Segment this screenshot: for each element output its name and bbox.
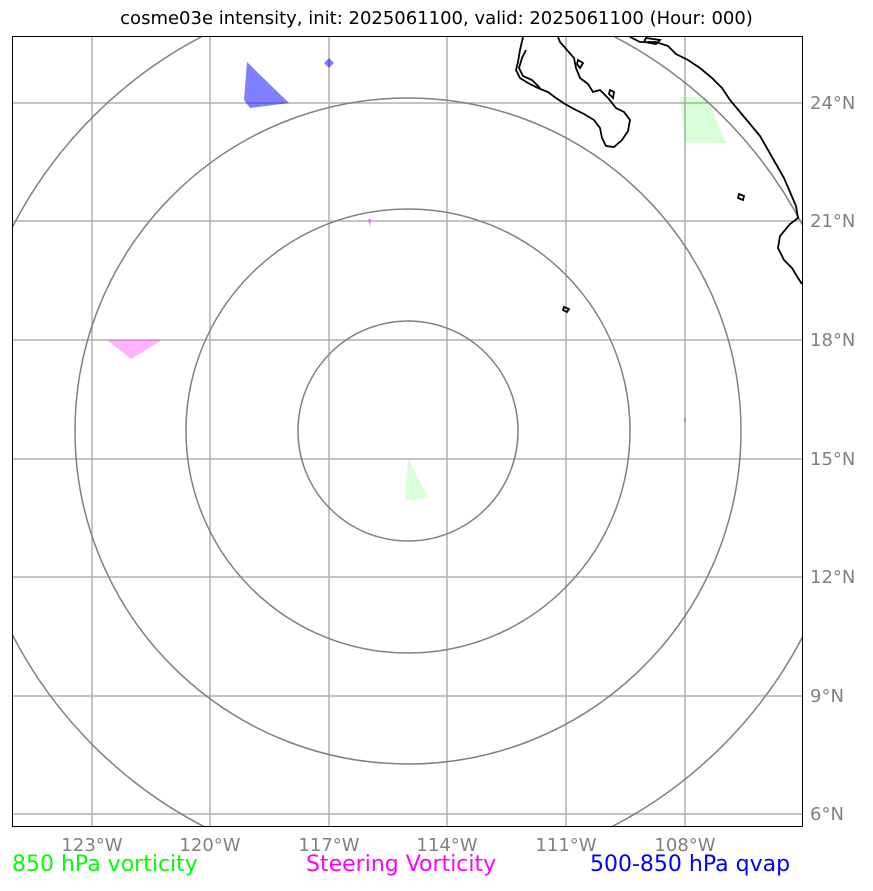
lat-tick-labels: 24°N 21°N 18°N 15°N 12°N 9°N 6°N (810, 93, 855, 825)
legend-steering-vorticity: Steering Vorticity (306, 852, 497, 877)
lat-tick-label: 9°N (810, 686, 844, 707)
range-ring-3 (74, 97, 742, 765)
lon-tick-label: 114°W (416, 835, 477, 856)
lon-tick-label: 108°W (654, 835, 715, 856)
850-hpa-vorticity-patch (405, 458, 428, 501)
mainland-mexico-coastline (629, 37, 802, 285)
coastline (515, 37, 802, 314)
island (608, 88, 615, 100)
lon-tick-label: 123°W (61, 835, 122, 856)
range-rings (13, 37, 802, 826)
map-title: cosme03e intensity, init: 2025061100, va… (120, 8, 753, 29)
steering-vorticity-patch (368, 219, 371, 227)
baja-inner-coastline (518, 49, 541, 89)
gridlines (13, 37, 802, 826)
lat-tick-label: 15°N (810, 449, 855, 470)
qvap-patch (324, 58, 334, 68)
lat-tick-label: 24°N (810, 93, 855, 114)
lat-tick-label: 6°N (810, 804, 844, 825)
range-ring-2 (185, 208, 631, 654)
island (736, 192, 746, 202)
map-frame (12, 36, 803, 827)
baja-california-coastline (515, 37, 631, 148)
850-hpa-vorticity-patch (680, 97, 726, 143)
island (642, 37, 662, 45)
lat-tick-label: 18°N (810, 330, 855, 351)
lon-tick-label: 117°W (298, 835, 359, 856)
lon-tick-label: 120°W (179, 835, 240, 856)
legend-qvap: 500-850 hPa qvap (590, 852, 791, 877)
lat-tick-label: 21°N (810, 211, 855, 232)
steering-vorticity-patch (107, 340, 162, 359)
range-ring-4 (13, 37, 802, 826)
data-patches (107, 58, 726, 501)
lon-tick-labels: 123°W 120°W 117°W 114°W 111°W 108°W (61, 835, 715, 856)
legend-850-hpa-vorticity: 850 hPa vorticity (12, 852, 198, 877)
lon-tick-label: 111°W (535, 835, 596, 856)
island (561, 305, 571, 314)
lat-tick-label: 12°N (810, 567, 855, 588)
range-ring-1 (297, 320, 519, 542)
island (576, 58, 585, 70)
qvap-patch (244, 62, 289, 108)
